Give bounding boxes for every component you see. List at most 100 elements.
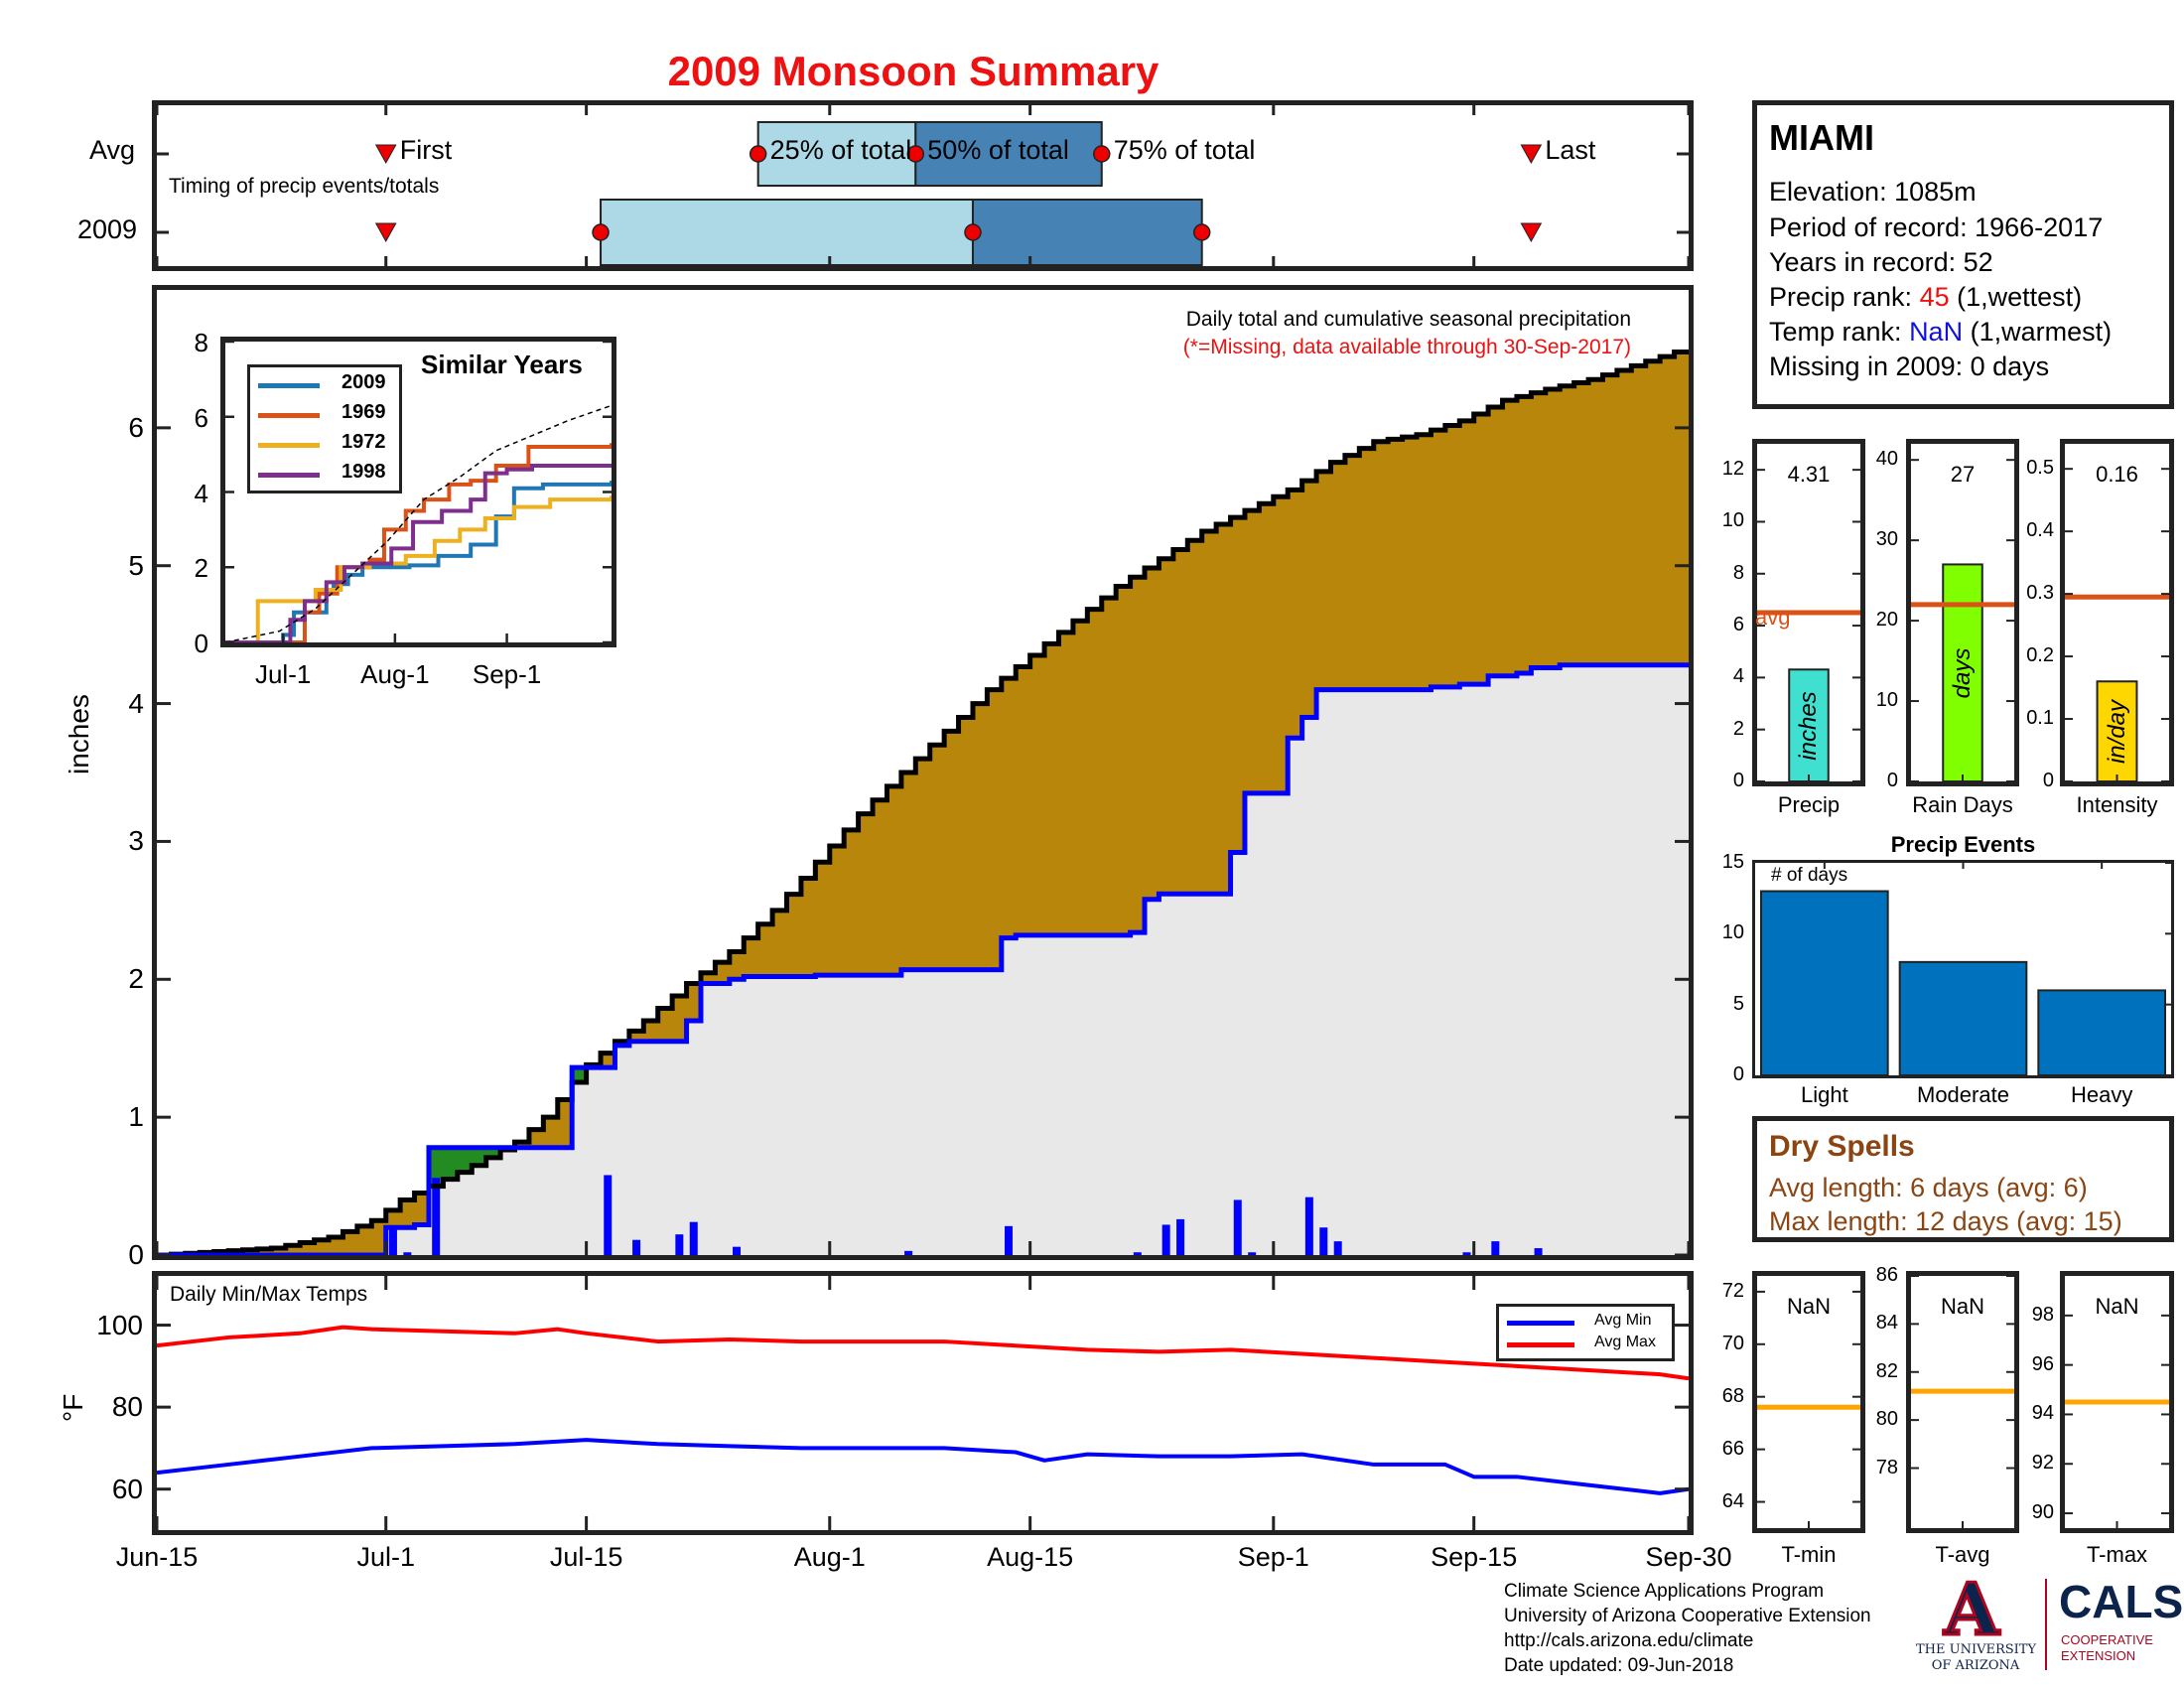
avg-25-50-box <box>756 121 917 187</box>
deficit-fill-segment <box>1187 540 1203 895</box>
station-precip-rank: Precip rank: 45 (1,wettest) <box>1769 282 2082 313</box>
small-chart-svg <box>1757 1290 1860 1528</box>
small-y-tick-label: 0 <box>2042 770 2054 791</box>
small-y-tick-label: 94 <box>2031 1402 2054 1425</box>
small-y-tick-label: 0.4 <box>2026 519 2054 542</box>
deficit-fill-segment <box>786 894 802 977</box>
deficit-fill-segment <box>1444 425 1460 687</box>
deficit-fill-segment <box>1259 503 1275 793</box>
event-category-label: Moderate <box>1917 1082 2009 1107</box>
deficit-fill-segment <box>514 1142 530 1148</box>
deficit-fill-segment <box>672 995 688 1042</box>
date-tick-label: Aug-15 <box>987 1542 1074 1572</box>
surplus-fill-segment <box>485 1147 501 1158</box>
deficit-fill-segment <box>1602 374 1618 665</box>
credits-line1: Climate Science Applications Program <box>1504 1581 1825 1602</box>
small-y-tick-label: 78 <box>1875 1456 1898 1478</box>
dry-spells-max: Max length: 12 days (avg: 15) <box>1769 1206 2122 1236</box>
deficit-fill-segment <box>1516 396 1532 674</box>
small-y-tick-label: 0.1 <box>2026 707 2054 730</box>
events-title: Precip Events <box>1890 832 2036 857</box>
year-25-50-box <box>600 199 974 266</box>
small-y-tick-label: 10 <box>1875 689 1898 712</box>
year-event-marker <box>1520 222 1543 243</box>
surplus-fill-segment <box>457 1147 473 1173</box>
ua-logo: A THE UNIVERSITY OF ARIZONA <box>1916 1566 2036 1674</box>
main-y-tick-label: 6 <box>128 411 144 443</box>
avg-50-75-box <box>914 121 1103 187</box>
value-bar <box>1942 563 1983 781</box>
small-chart-title: Precip <box>1777 792 1841 817</box>
deficit-fill-segment <box>815 862 831 976</box>
small-y-tick-label: 4 <box>1732 665 1744 688</box>
deficit-fill-segment <box>1288 490 1303 739</box>
daily-precip-bar <box>1462 1252 1471 1255</box>
deficit-fill-segment <box>557 1099 573 1148</box>
first-label: First <box>399 135 453 165</box>
deficit-fill-segment <box>1072 621 1088 935</box>
main-y-tick-label: 3 <box>128 825 144 857</box>
deficit-fill-segment <box>371 1220 387 1255</box>
timing-avg-label: Avg <box>89 135 136 165</box>
deficit-fill-segment <box>1502 400 1518 676</box>
deficit-fill-segment <box>1001 678 1017 938</box>
inset-legend-swatch <box>258 473 320 478</box>
deficit-fill-segment <box>1431 430 1446 687</box>
deficit-fill-segment <box>1016 666 1031 935</box>
t-min-panel: NaN <box>1752 1271 1865 1533</box>
bar-unit-label: in/day <box>2103 699 2130 764</box>
deficit-fill-segment <box>329 1236 344 1255</box>
deficit-fill-segment <box>1301 481 1317 718</box>
p25-label: 25% of total <box>769 135 912 165</box>
small-y-tick-label: 72 <box>1721 1279 1744 1302</box>
date-tick-label: Jul-15 <box>549 1542 623 1572</box>
legend-min-swatch <box>1507 1321 1574 1326</box>
deficit-fill-segment <box>1244 510 1260 793</box>
small-chart-svg <box>1757 469 1860 781</box>
legend-max-label: Avg Max <box>1594 1334 1656 1350</box>
daily-precip-bar <box>604 1175 613 1255</box>
ua-logo-mark: A <box>1943 1566 2001 1653</box>
station-name: MIAMI <box>1769 117 1874 158</box>
small-y-tick-label: 68 <box>1721 1384 1744 1407</box>
deficit-fill-segment <box>744 937 759 977</box>
inset-legend-swatch <box>258 383 320 388</box>
station-period: Period of record: 1966-2017 <box>1769 212 2104 242</box>
deficit-fill-segment <box>873 799 888 976</box>
inset-y-tick-label: 4 <box>194 478 208 508</box>
inset-y-tick-label: 2 <box>194 553 208 584</box>
event-bar <box>2037 989 2167 1075</box>
small-value-label: NaN <box>2095 1294 2139 1319</box>
year-percentile-marker <box>964 223 982 241</box>
station-panel: MIAMI Elevation: 1085m Period of record:… <box>1752 100 2174 409</box>
timing-caption: Timing of precip events/totals <box>169 175 440 198</box>
small-value-label: 27 <box>1950 462 1976 487</box>
deficit-fill-segment <box>1560 385 1575 665</box>
date-tick-label: Aug-1 <box>793 1542 866 1572</box>
p50-label: 50% of total <box>927 135 1069 165</box>
daily-precip-bar <box>1491 1241 1500 1255</box>
event-y-tick-label: 5 <box>1732 992 1744 1015</box>
small-y-tick-label: 20 <box>1875 609 1898 632</box>
main-y-tick-label: 4 <box>128 687 144 719</box>
surplus-fill-segment <box>472 1147 487 1166</box>
date-tick-label: Jul-1 <box>356 1542 415 1572</box>
temp-line-Avg Max <box>157 1325 1689 1381</box>
timing-year-label: 2009 <box>77 214 138 244</box>
precip-rank-prefix: Precip rank: <box>1769 282 1920 312</box>
precip-panel: 4.31 inches avg <box>1752 439 1865 786</box>
station-elevation: Elevation: 1085m <box>1769 177 1977 207</box>
ua-logo-line2: OF ARIZONA <box>1931 1658 2020 1673</box>
small-chart-title: T-min <box>1781 1542 1837 1567</box>
small-y-tick-label: 90 <box>2031 1501 2054 1524</box>
cals-logo-line2: EXTENSION <box>2061 1648 2136 1663</box>
inset-title: Similar Years <box>421 350 583 379</box>
events-chart-svg <box>1760 863 2171 1075</box>
small-y-tick-label: 70 <box>1721 1332 1744 1354</box>
deficit-fill-segment <box>1645 360 1661 665</box>
deficit-fill-segment <box>1588 379 1604 665</box>
deficit-fill-segment <box>1145 568 1160 900</box>
inset-legend-label: 2009 <box>341 371 386 393</box>
small-y-tick-label: 8 <box>1732 561 1744 584</box>
daily-precip-bar <box>432 1178 441 1255</box>
